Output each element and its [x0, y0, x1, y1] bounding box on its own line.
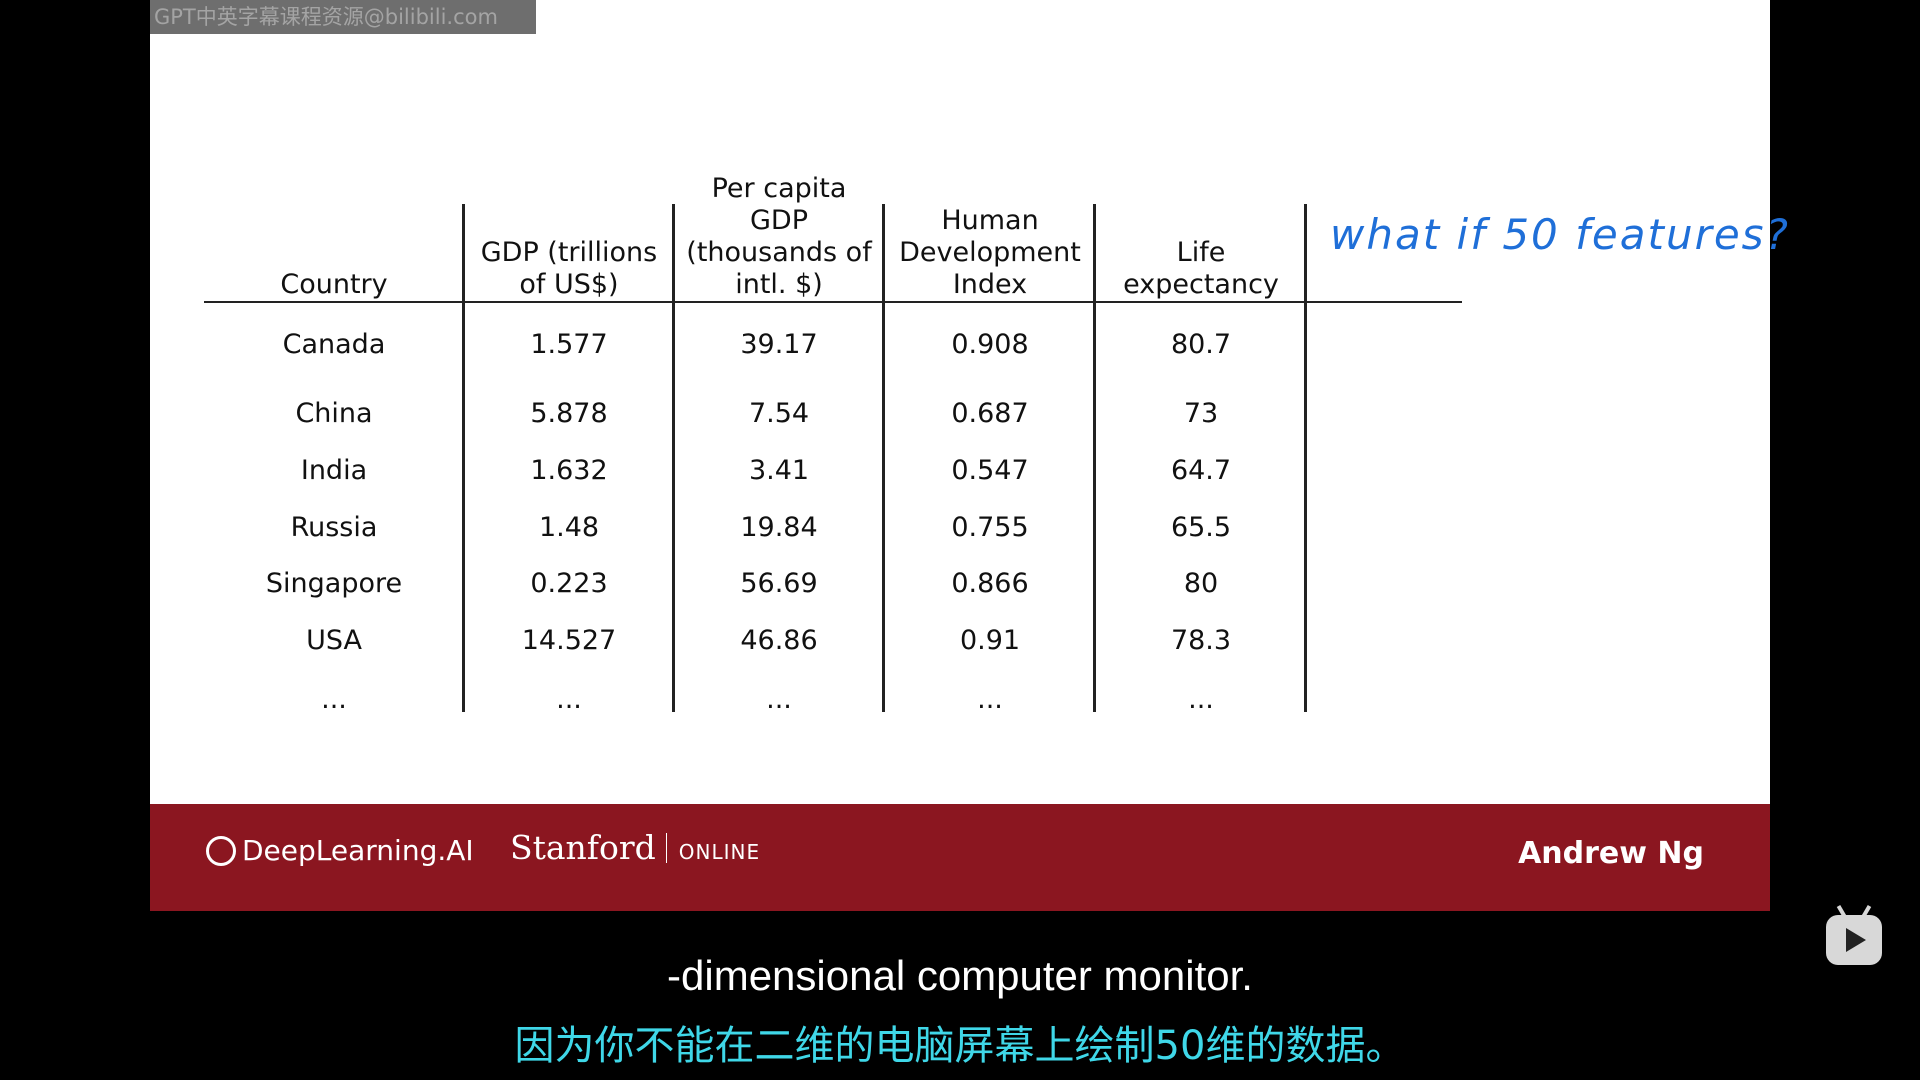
table-cell: ... [1188, 684, 1214, 715]
column-header: Human Development Index [890, 203, 1090, 301]
column-divider [1093, 204, 1096, 712]
deeplearning-ai-logo-icon [206, 835, 236, 866]
column-header: GDP (trillions of US$) [469, 203, 669, 301]
country-cell: ... [321, 684, 347, 715]
table-cell: 73 [1183, 398, 1219, 429]
column-header-line: Country [280, 269, 388, 300]
table-cell: 0.547 [951, 455, 1029, 486]
online-label: ONLINE [678, 840, 761, 864]
slide-footer: DeepLearning.AI Stanford ONLINE Andrew Ng [150, 804, 1770, 911]
column-header-line: Index [952, 269, 1028, 300]
lecture-slide: Country GDP (trillions of US$) Per capita G… [150, 0, 1788, 804]
deeplearning-ai-label: DeepLearning.AI [242, 834, 474, 867]
column-divider [882, 204, 885, 712]
table-cell: 1.577 [530, 329, 608, 360]
table-cell: 78.3 [1170, 625, 1232, 656]
data-table: Country GDP (trillions of US$) Per capita G… [150, 0, 1770, 804]
column-header-line: (thousands of [686, 237, 872, 268]
table-cell: 65.5 [1170, 512, 1232, 543]
country-cell: Canada [282, 329, 386, 360]
table-cell: 5.878 [530, 398, 608, 429]
table-cell: 19.84 [740, 512, 818, 543]
table-cell: 46.86 [740, 625, 818, 656]
stanford-online-logo: Stanford ONLINE [510, 828, 760, 867]
table-cell: 0.91 [959, 625, 1021, 656]
deeplearning-ai-logo: DeepLearning.AI [206, 834, 474, 867]
table-cell: 0.687 [951, 398, 1029, 429]
column-header-line: Human [941, 205, 1039, 236]
stanford-label: Stanford [510, 828, 656, 867]
column-header-line: Life [1176, 237, 1226, 268]
handwritten-annotation: what if 50 features? [1330, 210, 1790, 259]
table-cell: 0.866 [951, 568, 1029, 599]
column-divider [672, 204, 675, 712]
watermark: GPT中英字幕课程资源@bilibili.com [150, 0, 536, 34]
country-cell: India [300, 455, 368, 486]
table-cell: 7.54 [748, 398, 810, 429]
country-cell: China [295, 398, 373, 429]
column-divider [462, 204, 465, 712]
column-header: Country [209, 203, 459, 301]
column-header-line: Development [899, 237, 1081, 268]
bilibili-tv-play-icon[interactable] [1826, 904, 1882, 965]
column-header-line: GDP (trillions [480, 237, 658, 268]
column-header-line: expectancy [1123, 269, 1279, 300]
table-cell: 1.632 [530, 455, 608, 486]
table-header-rule [204, 301, 1462, 303]
table-cell: 80.7 [1170, 329, 1232, 360]
instructor-name: Andrew Ng [1518, 836, 1704, 871]
table-cell: 14.527 [521, 625, 617, 656]
table-cell: 64.7 [1170, 455, 1232, 486]
table-cell: 3.41 [748, 455, 810, 486]
table-cell: 80 [1183, 568, 1219, 599]
table-cell: ... [977, 684, 1003, 715]
table-cell: 1.48 [538, 512, 600, 543]
column-header: Per capita GDP (thousands of intl. $) [679, 173, 879, 301]
table-cell: 0.755 [951, 512, 1029, 543]
table-cell: 0.223 [530, 568, 608, 599]
column-header-line: intl. $) [735, 269, 823, 300]
subtitle-chinese: 因为你不能在二维的电脑屏幕上绘制50维的数据。 [514, 1023, 1406, 1069]
subtitle-english: -dimensional computer monitor. [667, 952, 1253, 999]
table-cell: 56.69 [740, 568, 818, 599]
table-cell: ... [766, 684, 792, 715]
country-cell: USA [306, 625, 362, 656]
country-cell: Singapore [265, 568, 403, 599]
column-header-line: Per capita GDP [711, 173, 847, 236]
table-cell: 39.17 [740, 329, 818, 360]
column-header: Life expectancy [1101, 203, 1301, 301]
column-divider [1304, 204, 1307, 712]
country-cell: Russia [290, 512, 378, 543]
column-header-line: of US$) [519, 269, 619, 300]
table-cell: 0.908 [951, 329, 1029, 360]
table-cell: ... [556, 684, 582, 715]
